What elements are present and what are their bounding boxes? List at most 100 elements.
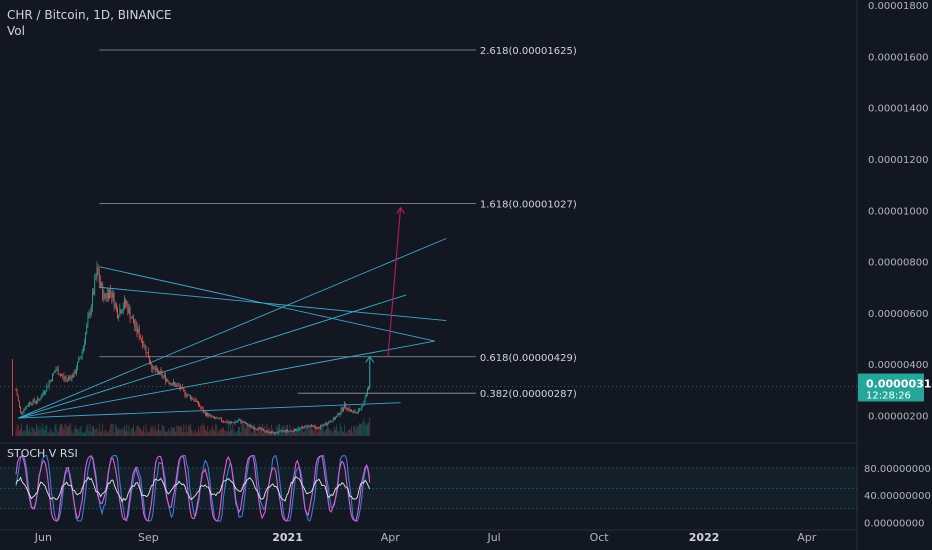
candle-body [129,308,131,319]
volume-bar [46,424,48,436]
candle-body [306,425,308,428]
candle-body [174,382,175,384]
candle-body [173,382,174,385]
candle-body [155,368,157,371]
volume-bar [84,432,85,436]
volume-bar [44,430,45,436]
candle-body [249,425,251,426]
candle-body [133,317,134,324]
candle-body [367,388,368,395]
volume-bar [240,431,242,436]
volume-bar [121,428,123,436]
candle-body [40,397,42,400]
volume-bar [17,425,19,436]
candle-body [330,421,332,423]
time-axis-tick-label: Jun [34,531,52,544]
volume-bar [298,430,300,436]
volume-bar [170,427,172,436]
candle-body [185,394,187,396]
candle-body [234,421,236,424]
volume-bar [70,423,72,436]
candle-body [22,411,24,413]
volume-bar [47,432,49,436]
trendline [99,286,447,322]
volume-bar [348,428,350,436]
volume-bar [154,425,156,436]
volume-bar [227,423,229,436]
volume-bar [349,429,351,436]
candle-body [128,308,130,313]
candle-body [217,417,219,419]
candle-body [208,414,210,417]
candle-body [271,431,272,433]
volume-bar [244,428,246,436]
rsi-panel-title: STOCH V RSI [7,447,78,460]
candle-body [260,428,262,430]
candle-body [30,402,32,404]
candle-body [304,425,306,429]
volume-bar [122,427,124,436]
candle-body [200,406,202,409]
candle-body [344,403,346,409]
candle-body [97,267,99,275]
fib-level-label: 2.618(0.00001625) [480,46,577,57]
volume-bar [369,417,371,436]
candle-body [251,426,253,428]
volume-bar [61,424,63,436]
candle-body [71,374,73,380]
volume-bar [250,432,252,436]
candle-body [61,374,63,376]
trendline [18,294,407,419]
candle-body [241,421,243,423]
volume-bar [323,431,325,436]
volume-label: Vol [7,24,25,38]
volume-bar [149,431,150,436]
volume-bar [176,425,178,436]
time-axis-tick-label: Apr [797,531,817,544]
volume-bar [275,426,277,436]
volume-bar [295,432,296,436]
volume-bar [291,430,293,436]
candle-body [352,411,354,413]
candle-body [264,431,266,432]
candle-body [77,362,78,370]
candle-body [134,323,136,327]
candle-body [105,296,107,299]
volume-bar [30,432,32,436]
volume-bar [165,431,166,436]
volume-bar [120,429,122,436]
volume-bar [94,429,96,436]
candle-body [223,421,225,423]
volume-bar [25,425,27,436]
volume-bar [183,423,185,436]
volume-bar [307,429,309,436]
candle-body [244,422,246,424]
volume-bar [129,432,131,436]
candle-body [201,408,203,409]
candle-body [191,397,193,400]
candle-body [87,318,89,326]
candle-body [194,399,196,402]
candle-body [120,309,122,314]
volume-bar [113,432,115,436]
candle-body [125,299,126,304]
volume-bar [320,425,322,436]
volume-bar [368,422,369,436]
candle-body [284,430,286,432]
volume-bar [265,430,267,436]
volume-bar [276,427,278,436]
candle-body [47,385,49,387]
volume-bar [28,430,29,436]
candle-body [17,395,19,401]
volume-bar [110,424,112,436]
volume-bar [362,421,364,436]
volume-bar [232,424,234,436]
candle-body [38,398,40,400]
volume-bar [153,429,155,436]
candle-body [231,422,233,424]
volume-bar [88,430,90,436]
candle-body [368,386,369,389]
volume-bar [42,428,44,436]
candle-body [110,289,112,291]
